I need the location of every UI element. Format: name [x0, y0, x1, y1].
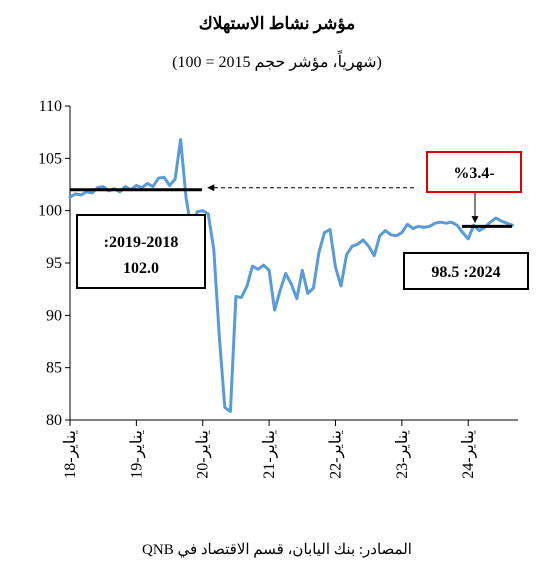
- x-tick-label: يناير-24: [460, 430, 477, 479]
- x-tick-label: يناير-21: [261, 430, 278, 479]
- chart-subtitle: (شهرياً، مؤشر حجم 2015 = 100): [172, 54, 382, 71]
- x-tick-label: يناير-19: [128, 430, 145, 479]
- x-axis-ticks: يناير-18 يناير-19 يناير-20 يناير-21 يناير-22…: [62, 420, 477, 479]
- series-layer: [68, 138, 514, 414]
- y-tick-label: 100: [38, 203, 62, 220]
- chart-title: مؤشر نشاط الاستهلاك: [198, 14, 356, 33]
- series-line: [68, 138, 514, 414]
- x-tick-label: يناير-18: [62, 430, 79, 479]
- y-axis-ticks: 110 105 100 95 90 85 80: [38, 98, 70, 429]
- y-tick-label: 95: [46, 255, 62, 272]
- y-tick-label: 105: [38, 150, 62, 167]
- y-tick-label: 80: [46, 412, 62, 429]
- annotation-box-2018-2019: [76, 214, 206, 289]
- x-tick-label: يناير-22: [327, 430, 344, 479]
- y-tick-label: 110: [39, 98, 62, 115]
- x-tick-label: يناير-23: [394, 430, 411, 479]
- change-box-text: %3.4-: [453, 165, 494, 182]
- annotation-left-line2: 102.0: [123, 260, 159, 277]
- annotation-box-2024: [403, 252, 529, 290]
- annotation-right-text: 98.5 :2024: [431, 264, 500, 281]
- x-tick-label: يناير-20: [195, 430, 212, 479]
- change-box: [426, 151, 522, 193]
- y-tick-label: 90: [46, 307, 62, 324]
- annotations-layer: :2019-2018 102.0 98.5 :2024 %3.4-: [70, 151, 529, 290]
- y-tick-label: 85: [46, 360, 62, 377]
- source-note: المصادر: بنك اليابان، قسم الاقتصاد في QN…: [142, 542, 412, 558]
- annotation-left-line1: :2019-2018: [104, 234, 179, 251]
